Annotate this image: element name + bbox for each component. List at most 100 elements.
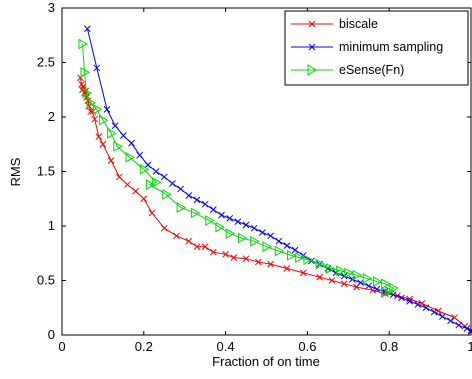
data-point — [222, 250, 229, 258]
data-point — [160, 224, 168, 232]
series-line-biscale — [79, 77, 472, 333]
data-point — [201, 243, 209, 251]
data-point — [414, 301, 422, 308]
data-point — [299, 252, 307, 259]
data-point — [237, 232, 248, 244]
data-point — [193, 243, 201, 251]
data-point — [328, 277, 336, 284]
data-point — [115, 173, 123, 181]
data-point — [381, 278, 391, 290]
data-point — [422, 304, 430, 312]
x-tick-label: 1 — [467, 339, 472, 354]
x-tick-label: 0.2 — [135, 339, 153, 354]
data-point — [389, 282, 399, 294]
data-point — [92, 104, 103, 115]
data-point — [267, 260, 274, 268]
data-point — [107, 157, 115, 164]
data-point — [91, 115, 99, 123]
data-point — [215, 221, 225, 233]
data-point — [99, 140, 107, 148]
legend-biscale-marker — [308, 20, 316, 28]
data-point — [242, 255, 250, 263]
data-point — [125, 151, 136, 163]
data-point — [365, 282, 373, 290]
data-point — [103, 106, 111, 113]
data-point — [113, 141, 123, 152]
data-point — [160, 173, 168, 181]
data-point — [372, 276, 383, 287]
y-tick-label: 0 — [48, 327, 55, 342]
data-point — [439, 313, 446, 320]
data-point — [185, 192, 193, 199]
data-point — [385, 286, 395, 297]
data-point — [234, 218, 242, 225]
data-point — [325, 263, 336, 274]
data-point — [78, 38, 88, 50]
data-point — [209, 248, 217, 256]
data-point — [283, 242, 291, 249]
y-tick-label: 2 — [48, 109, 55, 124]
data-point — [119, 132, 127, 139]
data-point — [291, 246, 299, 254]
data-point — [467, 327, 472, 334]
legend-esense-marker — [307, 64, 317, 76]
data-point — [145, 179, 156, 190]
legend-box — [284, 10, 469, 86]
y-tick-label: 2.5 — [37, 55, 55, 70]
x-tick-label: 0.8 — [380, 339, 398, 354]
data-point — [267, 232, 274, 240]
data-point — [225, 228, 236, 239]
data-point — [295, 252, 305, 263]
data-point — [144, 161, 152, 169]
data-point — [357, 279, 364, 287]
data-point — [128, 139, 135, 147]
data-point — [124, 181, 131, 188]
legend-biscale-label: biscale — [339, 17, 378, 31]
data-point — [352, 269, 362, 281]
y-axis-label: RMS — [8, 157, 23, 186]
x-axis-label: Fraction of on time — [212, 354, 320, 369]
data-point — [190, 207, 201, 219]
data-point — [226, 215, 234, 222]
data-point — [303, 254, 313, 266]
data-point — [340, 280, 348, 288]
data-point — [230, 254, 238, 261]
legend: biscale minimum sampling eSense(Fn) — [284, 10, 469, 86]
data-point — [451, 314, 458, 321]
data-point — [447, 317, 454, 325]
data-point — [381, 287, 391, 298]
data-point — [98, 114, 109, 126]
data-point — [140, 195, 148, 203]
data-point — [139, 163, 150, 175]
legend-esense-label: eSense(Fn) — [339, 63, 404, 77]
x-tick-label: 0 — [58, 339, 65, 354]
data-point — [463, 325, 471, 332]
series-layer — [77, 25, 472, 336]
data-point — [406, 295, 414, 303]
data-point — [193, 196, 201, 204]
data-point — [80, 66, 91, 78]
data-point — [299, 269, 307, 277]
data-point — [430, 308, 438, 316]
data-point — [111, 122, 119, 130]
data-point — [316, 273, 324, 281]
y-tick-label: 1.5 — [37, 164, 55, 179]
series-minimum-sampling — [84, 25, 472, 334]
data-point — [315, 258, 326, 270]
data-point — [254, 258, 262, 266]
data-point — [152, 177, 162, 188]
series-line-esense-fn — [82, 43, 395, 293]
data-point — [362, 272, 373, 284]
data-point — [82, 87, 93, 99]
data-point — [201, 200, 209, 208]
legend-minimum-sampling-marker — [308, 43, 316, 51]
data-point — [177, 185, 184, 193]
data-point — [152, 168, 160, 175]
y-tick-label: 3 — [48, 0, 55, 15]
data-point — [148, 209, 156, 217]
data-point — [250, 235, 260, 247]
data-point — [173, 232, 180, 240]
data-point — [209, 206, 217, 214]
data-point — [169, 180, 176, 187]
